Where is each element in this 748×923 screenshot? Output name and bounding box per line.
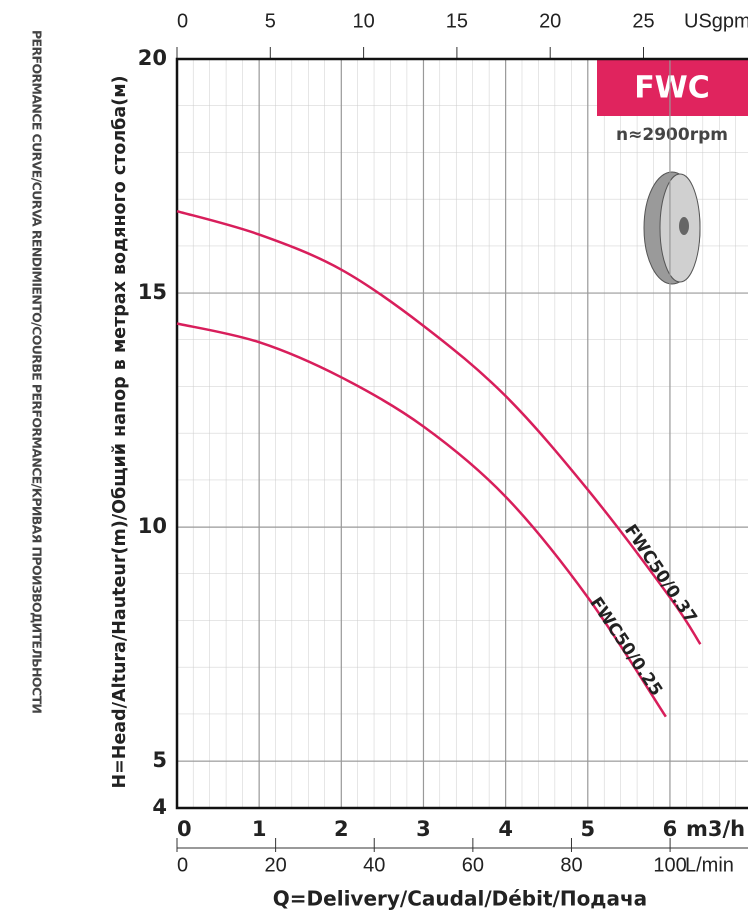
- top-axis-unit: USgpm: [684, 10, 748, 32]
- x-tick-label: 4: [498, 817, 513, 841]
- model-badge: [597, 59, 748, 116]
- axis-tick-label: 60: [462, 854, 484, 876]
- axis-tick-label: 20: [264, 854, 286, 876]
- minor-grid: [177, 59, 748, 808]
- axis-tick-label: 20: [539, 10, 561, 32]
- axis-tick-label: 40: [363, 854, 385, 876]
- x-unit: m3/h: [686, 817, 745, 841]
- axis-tick-label: 0: [177, 10, 188, 32]
- impeller-icon: [643, 171, 701, 285]
- y-tick-label: 4: [152, 795, 167, 819]
- y-tick-label: 15: [138, 280, 167, 304]
- axis-tick-label: 100: [653, 854, 686, 876]
- axis-tick-label: 5: [265, 10, 276, 32]
- side-text: PERFORMANCE CURVE/CURVA RENDIMIENTO/COUR…: [30, 30, 45, 713]
- x-tick-label: 6: [663, 817, 678, 841]
- curve: [176, 209, 702, 645]
- x-tick-label: 1: [252, 817, 267, 841]
- x-tick-label: 5: [580, 817, 595, 841]
- curve: [176, 322, 667, 718]
- axis-tick-label: 80: [560, 854, 582, 876]
- x-tick-label: 0: [177, 817, 192, 841]
- x-tick-label: 3: [416, 817, 431, 841]
- axis-tick-label: 25: [632, 10, 654, 32]
- axis-tick-label: 10: [352, 10, 374, 32]
- y-tick-label: 20: [138, 46, 167, 70]
- y-tick-label: 5: [152, 748, 167, 772]
- axis-tick-label: 0: [177, 854, 188, 876]
- axis-tick-label: 15: [446, 10, 468, 32]
- y-tick-label: 10: [138, 514, 167, 538]
- x-tick-label: 2: [334, 817, 349, 841]
- x-axis-label: Q=Delivery/Caudal/Débit/Подача: [273, 887, 647, 911]
- y-axis-label: H=Head/Altura/Hauteur(m)/Общий напор в м…: [110, 75, 130, 788]
- plot-frame: [175, 57, 748, 810]
- model-name: FWC: [634, 71, 710, 106]
- bottom-axis-unit: L/min: [685, 854, 734, 876]
- speed: n≈2900rpm: [616, 125, 728, 145]
